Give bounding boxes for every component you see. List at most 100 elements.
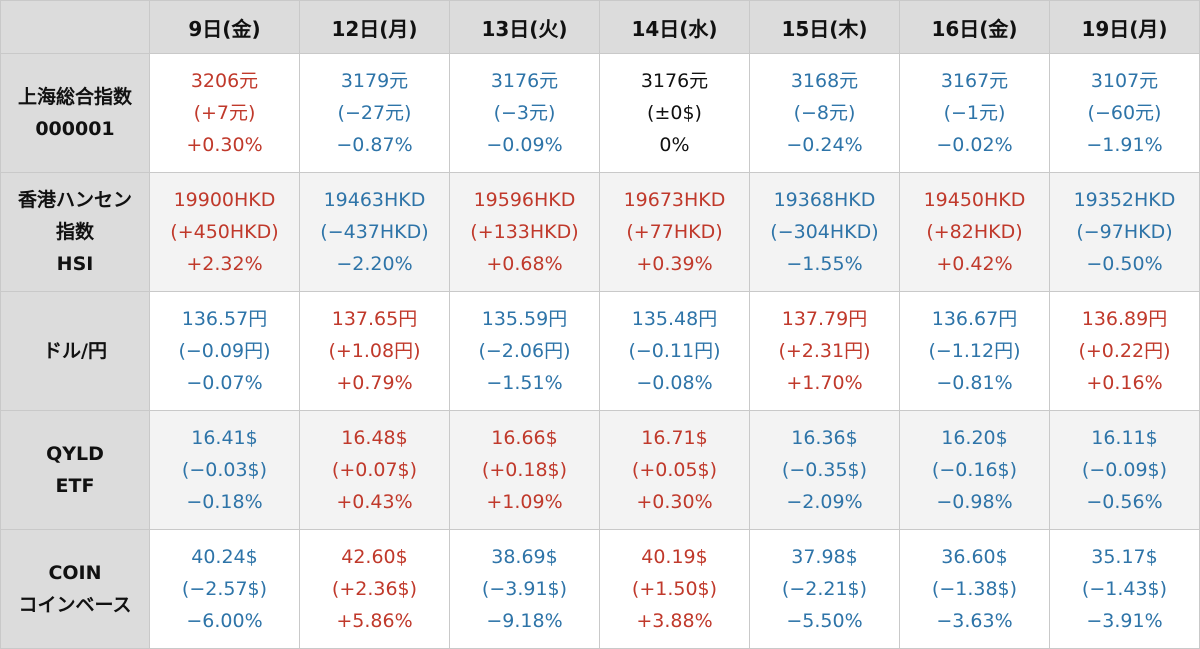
quote-cell: 135.59円 (−2.06円) −1.51%	[449, 291, 600, 411]
quote-cell: 36.60$ (−1.38$) −3.63%	[899, 529, 1050, 649]
quote-change: (+7元)	[193, 102, 256, 124]
quote-value: 16.11$	[1091, 427, 1158, 449]
quote-change: (+2.36$)	[331, 578, 418, 600]
quote-value: 3168元	[790, 70, 859, 92]
quote-value: 35.17$	[1091, 546, 1158, 568]
quote-value: 42.60$	[341, 546, 408, 568]
quote-change: (−1.43$)	[1081, 578, 1168, 600]
quote-change: (−437HKD)	[320, 221, 429, 243]
row-label-line: 香港ハンセン	[17, 189, 132, 211]
quote-cell: 3176元 (−3元) −0.09%	[449, 53, 600, 173]
quote-change: (−1元)	[943, 102, 1006, 124]
quote-cell: 16.36$ (−0.35$) −2.09%	[749, 410, 900, 530]
quote-cell: 16.48$ (+0.07$) +0.43%	[299, 410, 450, 530]
quote-value: 136.67円	[931, 308, 1018, 330]
quote-percent: +0.30%	[636, 491, 713, 513]
row-label-line: 上海総合指数	[17, 86, 132, 108]
quote-value: 19673HKD	[623, 189, 726, 211]
quote-change: (−0.35$)	[781, 459, 868, 481]
header-row: 9日(金) 12日(月) 13日(火) 14日(水) 15日(木) 16日(金)…	[0, 0, 1200, 54]
quote-percent: 0%	[659, 134, 690, 156]
quote-value: 16.36$	[791, 427, 858, 449]
quote-percent: −0.50%	[1086, 253, 1163, 275]
quote-value: 37.98$	[791, 546, 858, 568]
quote-percent: −0.08%	[636, 372, 713, 394]
quote-change: (−60元)	[1087, 102, 1162, 124]
quote-value: 16.48$	[341, 427, 408, 449]
quote-cell: 40.24$ (−2.57$) −6.00%	[149, 529, 300, 649]
quote-value: 19450HKD	[923, 189, 1026, 211]
quote-percent: +1.70%	[786, 372, 863, 394]
quote-cell: 19352HKD (−97HKD) −0.50%	[1049, 172, 1200, 292]
quote-change: (+82HKD)	[926, 221, 1023, 243]
quote-value: 3176元	[490, 70, 559, 92]
quote-value: 36.60$	[941, 546, 1008, 568]
quote-value: 40.24$	[191, 546, 258, 568]
quote-percent: −1.91%	[1086, 134, 1163, 156]
row-label: 上海総合指数 000001	[0, 53, 150, 173]
quote-value: 135.59円	[481, 308, 568, 330]
quote-percent: −5.50%	[786, 610, 863, 632]
quote-percent: −0.87%	[336, 134, 413, 156]
quote-cell: 136.89円 (+0.22円) +0.16%	[1049, 291, 1200, 411]
quote-cell: 135.48円 (−0.11円) −0.08%	[599, 291, 750, 411]
quote-change: (−97HKD)	[1076, 221, 1173, 243]
quote-percent: +0.42%	[936, 253, 1013, 275]
quote-cell: 3206元 (+7元) +0.30%	[149, 53, 300, 173]
row-label-line: HSI	[56, 253, 94, 275]
quote-value: 3206元	[190, 70, 259, 92]
quote-cell: 19673HKD (+77HKD) +0.39%	[599, 172, 750, 292]
quote-cell: 19900HKD (+450HKD) +2.32%	[149, 172, 300, 292]
quote-change: (+0.05$)	[631, 459, 718, 481]
quote-value: 16.66$	[491, 427, 558, 449]
quote-change: (+2.31円)	[778, 340, 871, 362]
quote-cell: 42.60$ (+2.36$) +5.86%	[299, 529, 450, 649]
row-label-line: 指数	[55, 221, 94, 243]
quote-change: (−1.38$)	[931, 578, 1018, 600]
quote-value: 3107元	[1090, 70, 1159, 92]
quote-value: 136.89円	[1081, 308, 1168, 330]
quote-percent: −9.18%	[486, 610, 563, 632]
quote-value: 38.69$	[491, 546, 558, 568]
quote-change: (+0.07$)	[331, 459, 418, 481]
quote-percent: −0.24%	[786, 134, 863, 156]
quote-change: (+1.50$)	[631, 578, 718, 600]
quote-percent: −6.00%	[186, 610, 263, 632]
date-header: 13日(火)	[449, 0, 600, 54]
date-header: 19日(月)	[1049, 0, 1200, 54]
quote-change: (−3元)	[493, 102, 556, 124]
row-label-line: COIN	[48, 562, 102, 584]
quote-cell: 3167元 (−1元) −0.02%	[899, 53, 1050, 173]
quote-value: 3179元	[340, 70, 409, 92]
quote-change: (−0.16$)	[931, 459, 1018, 481]
quote-percent: −0.56%	[1086, 491, 1163, 513]
quote-percent: +0.16%	[1086, 372, 1163, 394]
quote-percent: +0.30%	[186, 134, 263, 156]
quote-cell: 16.66$ (+0.18$) +1.09%	[449, 410, 600, 530]
quote-percent: −1.55%	[786, 253, 863, 275]
quote-change: (−0.09$)	[1081, 459, 1168, 481]
quote-change: (−2.06円)	[478, 340, 571, 362]
quote-percent: +0.68%	[486, 253, 563, 275]
quote-change: (+77HKD)	[626, 221, 723, 243]
quote-value: 16.71$	[641, 427, 708, 449]
date-header: 15日(木)	[749, 0, 900, 54]
quote-value: 3167元	[940, 70, 1009, 92]
quote-change: (−8元)	[793, 102, 856, 124]
quote-percent: −3.63%	[936, 610, 1013, 632]
quote-value: 19368HKD	[773, 189, 876, 211]
quote-cell: 3107元 (−60元) −1.91%	[1049, 53, 1200, 173]
quote-percent: −0.02%	[936, 134, 1013, 156]
quote-cell: 3179元 (−27元) −0.87%	[299, 53, 450, 173]
quote-value: 40.19$	[641, 546, 708, 568]
quote-change: (−1.12円)	[928, 340, 1021, 362]
quote-cell: 136.57円 (−0.09円) −0.07%	[149, 291, 300, 411]
quote-percent: +1.09%	[486, 491, 563, 513]
quote-value: 136.57円	[181, 308, 268, 330]
corner-header	[0, 0, 150, 54]
quote-cell: 19450HKD (+82HKD) +0.42%	[899, 172, 1050, 292]
quote-change: (−0.03$)	[181, 459, 268, 481]
date-header: 9日(金)	[149, 0, 300, 54]
quote-percent: −0.81%	[936, 372, 1013, 394]
